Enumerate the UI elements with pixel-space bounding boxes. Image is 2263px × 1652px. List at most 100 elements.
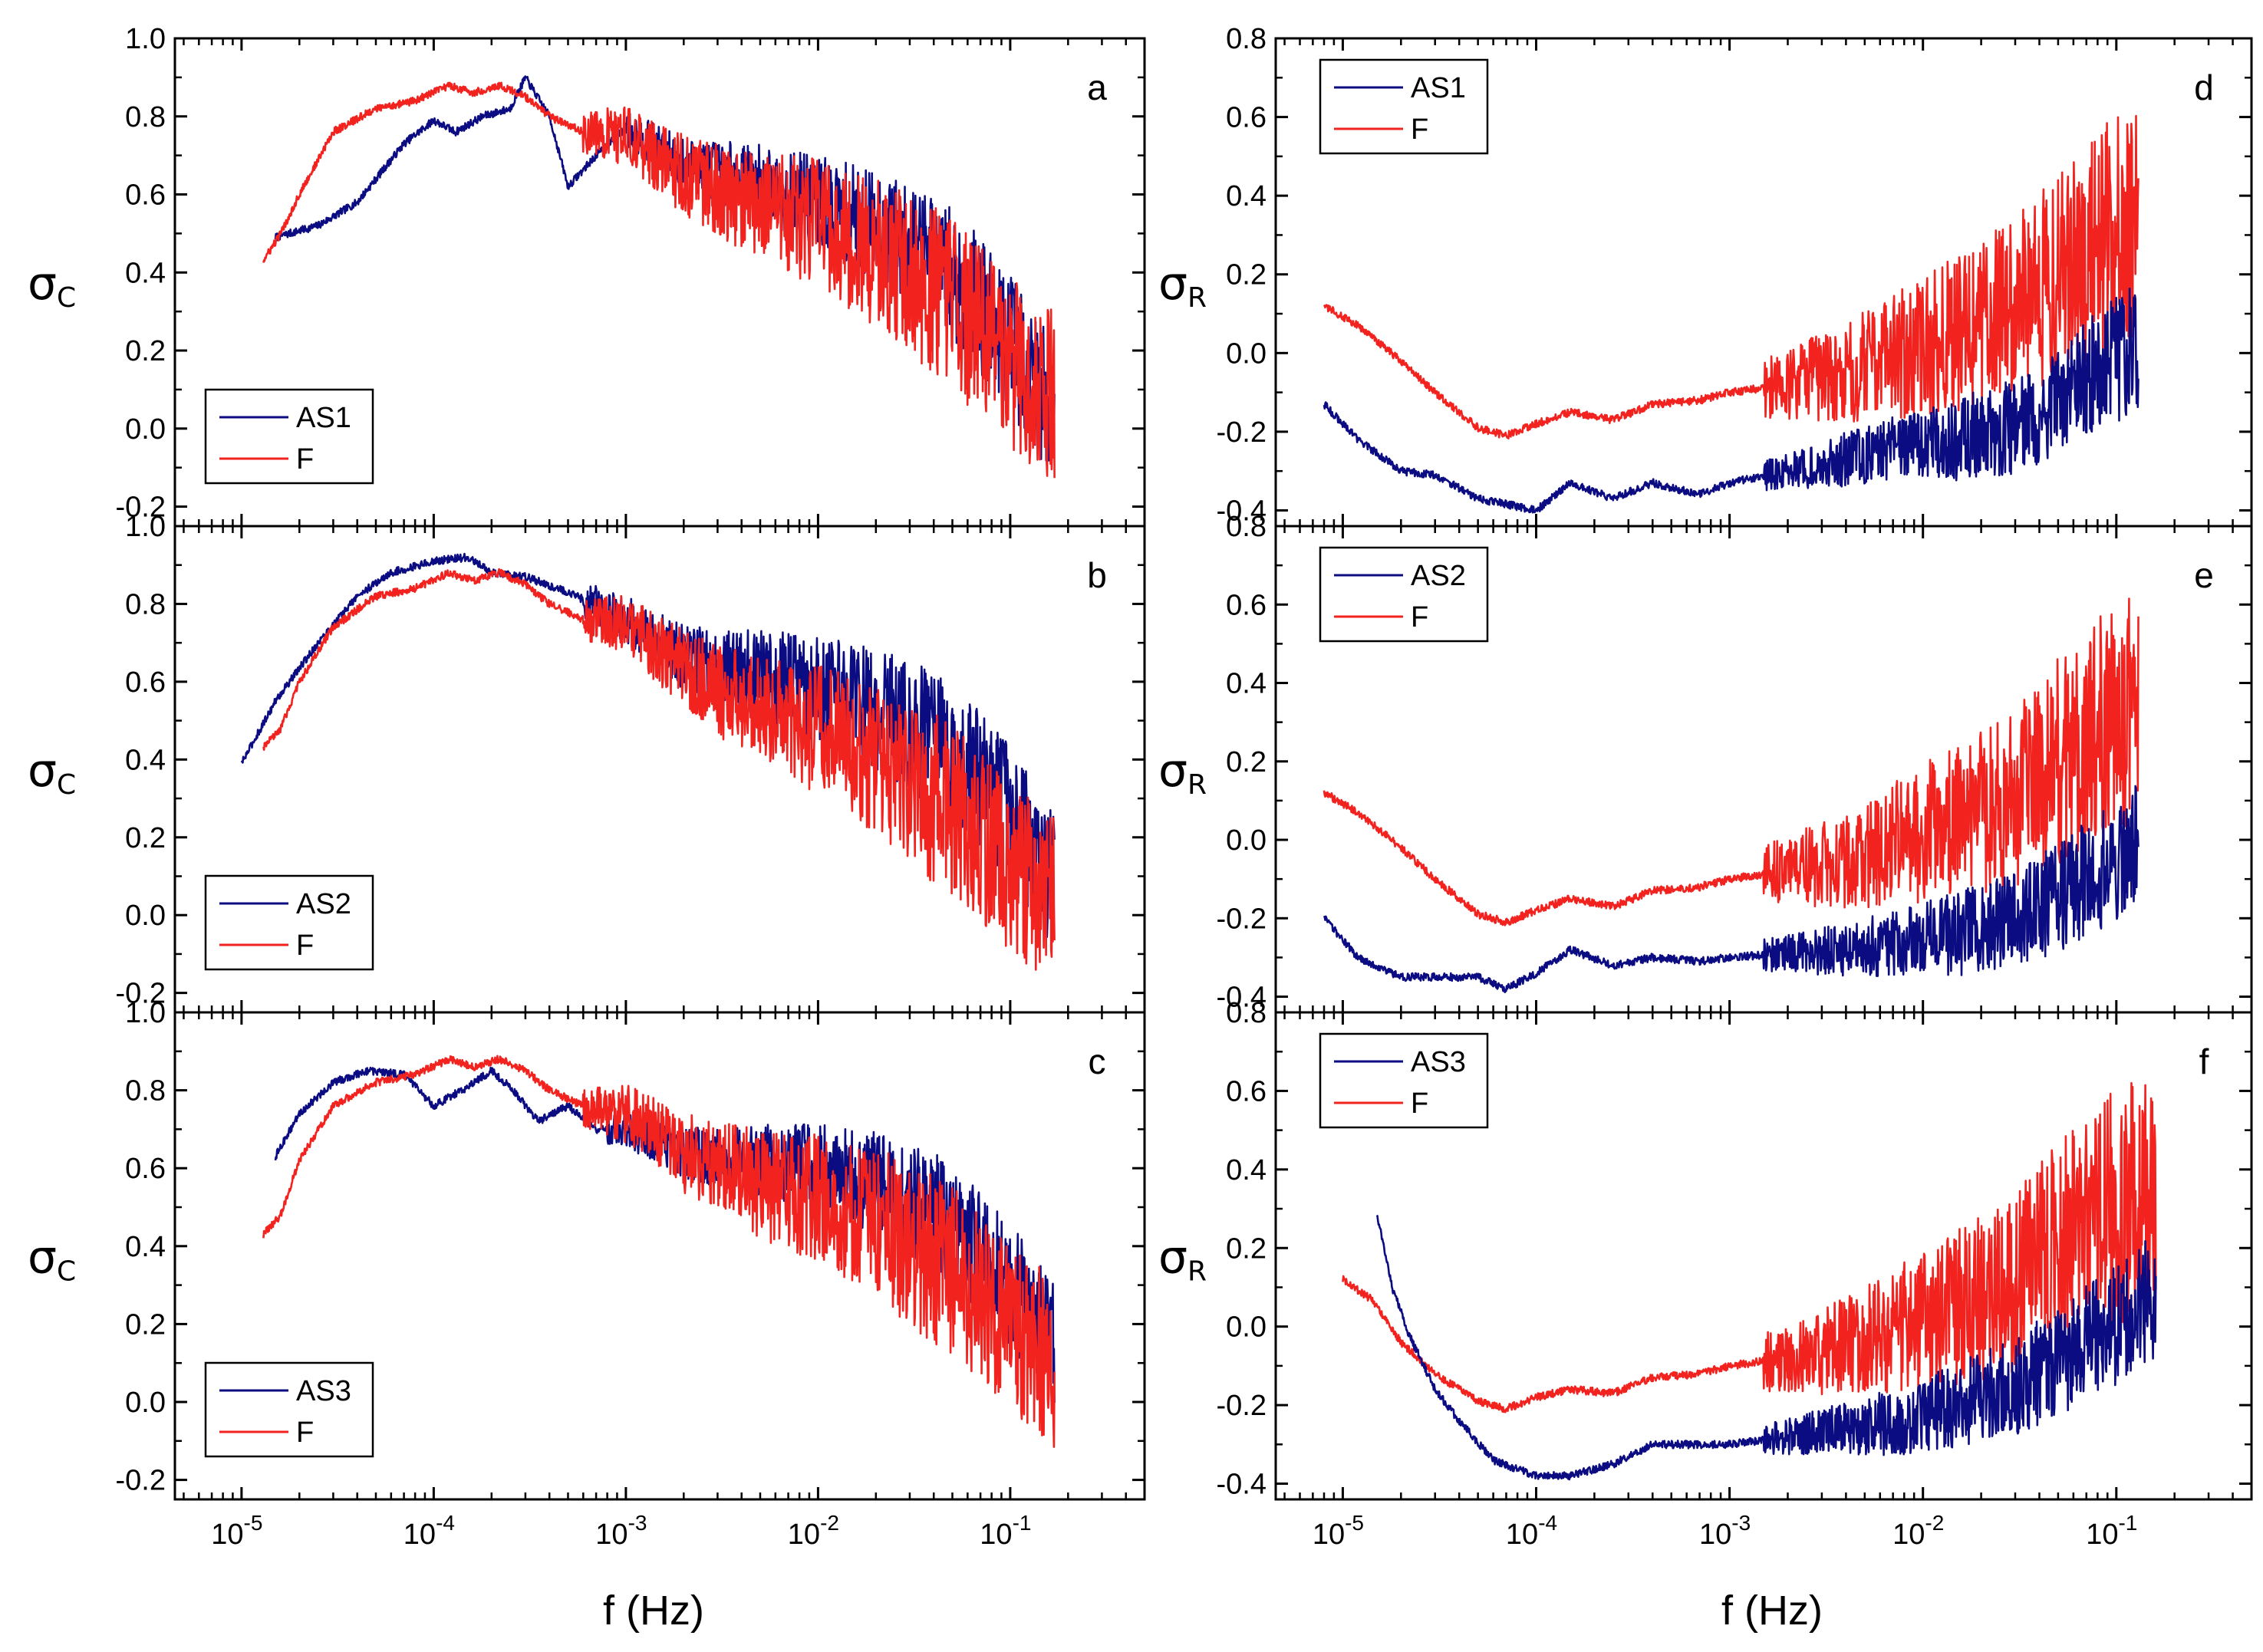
plot-area-c xyxy=(262,1055,1056,1448)
x-tick-label-c: 10-1 xyxy=(980,1511,1031,1551)
legend-label-f: F xyxy=(1411,1088,1428,1120)
plot-area-d xyxy=(1323,114,2139,514)
series-as3-f xyxy=(1375,1214,2157,1481)
y-tick-label-a: 0.4 xyxy=(125,257,166,289)
legend-label-f: F xyxy=(1411,601,1428,633)
y-tick-label-f: 0.8 xyxy=(1226,997,1267,1029)
x-tick-label-f: 10-1 xyxy=(2086,1511,2137,1551)
panel-letter-f: f xyxy=(2199,1042,2209,1081)
y-tick-label-e: 0.2 xyxy=(1226,746,1267,778)
x-tick-label-f: 10-4 xyxy=(1506,1511,1557,1551)
legend-box-d xyxy=(1319,58,1489,155)
panel-letter-d: d xyxy=(2194,67,2214,107)
y-tick-label-e: 0.6 xyxy=(1226,589,1267,621)
y-tick-label-d: 0.0 xyxy=(1226,337,1267,370)
legend-f: AS3 F xyxy=(1319,1032,1489,1129)
legend-box-e xyxy=(1319,546,1489,643)
x-tick-label-c: 10-3 xyxy=(595,1511,647,1551)
y-tick-label-e: 0.4 xyxy=(1226,668,1267,700)
panel-f: -0.4 -0.2 0.0 0.2 0.4 0.6 0.8 10-5 10-4 10-3 10-2 1… xyxy=(1158,997,2253,1551)
y-tick-label-c: 0.6 xyxy=(125,1153,166,1185)
panel-letter-b: b xyxy=(1087,555,1107,595)
y-tick-label-b: 0.6 xyxy=(125,666,166,699)
legend-box-b xyxy=(204,874,374,971)
x-tick-label-f: 10-5 xyxy=(1313,1511,1364,1551)
panel-letter-a: a xyxy=(1087,67,1107,107)
legend-label-f: F xyxy=(296,1417,314,1449)
y-tick-label-c: 0.2 xyxy=(125,1308,166,1341)
panel-e: -0.4 -0.2 0.0 0.2 0.4 0.6 0.8 σR e AS2 F xyxy=(1158,511,2253,1014)
y-axis-title-a: σC xyxy=(28,257,76,314)
series-f-e xyxy=(1323,597,2139,926)
legend-label-as2: AS2 xyxy=(296,888,351,920)
y-tick-label-c: 0.4 xyxy=(125,1231,166,1263)
y-tick-label-c: 1.0 xyxy=(125,997,166,1029)
series-f-f xyxy=(1342,1081,2157,1413)
legend-label-f: F xyxy=(1411,114,1428,146)
y-tick-label-e: 0.0 xyxy=(1226,824,1267,857)
plot-area-f xyxy=(1342,1081,2157,1481)
panel-a: -0.2 0.0 0.2 0.4 0.6 0.8 1.0 σC a AS1 F xyxy=(28,23,1146,528)
panel-letter-c: c xyxy=(1089,1042,1106,1081)
y-tick-label-d: 0.6 xyxy=(1226,102,1267,134)
y-tick-label-d: -0.2 xyxy=(1217,416,1267,449)
legend-a: AS1 F xyxy=(204,388,374,485)
y-tick-label-b: -0.2 xyxy=(116,978,166,1010)
y-tick-label-e: 0.8 xyxy=(1226,511,1267,543)
y-tick-label-d: 0.2 xyxy=(1226,259,1267,291)
panels: -0.2 0.0 0.2 0.4 0.6 0.8 1.0 σC a AS1 F -0.2 0.0 0.2 0… xyxy=(28,23,2253,1551)
y-axis-title-f: σR xyxy=(1158,1231,1207,1288)
legend-label-as1: AS1 xyxy=(1411,72,1466,104)
series-f-c xyxy=(262,1055,1056,1448)
y-tick-label-e: -0.2 xyxy=(1217,903,1267,935)
x-axis-title-right: f (Hz) xyxy=(1721,1588,1823,1634)
y-tick-label-a: 0.0 xyxy=(125,413,166,446)
y-tick-label-a: 1.0 xyxy=(125,23,166,55)
y-tick-label-c: 0.0 xyxy=(125,1387,166,1419)
y-tick-label-a: 0.8 xyxy=(125,101,166,133)
plot-area-a xyxy=(262,75,1056,479)
legend-label-f: F xyxy=(296,443,314,476)
y-axis-title-b: σC xyxy=(28,744,76,801)
x-tick-label-c: 10-5 xyxy=(211,1511,262,1551)
y-tick-label-c: -0.2 xyxy=(116,1465,166,1497)
y-tick-label-b: 0.4 xyxy=(125,744,166,776)
y-tick-label-f: 0.0 xyxy=(1226,1311,1267,1344)
y-tick-label-b: 0.0 xyxy=(125,900,166,932)
panel-c: -0.2 0.0 0.2 0.4 0.6 0.8 1.0 10-5 10-4 10-3 10-2 10… xyxy=(28,997,1146,1551)
plot-area-b xyxy=(240,552,1056,971)
y-axis-title-d: σR xyxy=(1158,257,1207,314)
y-tick-label-b: 0.2 xyxy=(125,822,166,854)
legend-label-f: F xyxy=(296,930,314,962)
y-tick-label-a: -0.2 xyxy=(116,492,166,524)
y-tick-label-d: 0.8 xyxy=(1226,23,1267,55)
y-axis-title-e: σR xyxy=(1158,744,1207,801)
y-tick-label-f: 0.2 xyxy=(1226,1232,1267,1265)
x-tick-label-c: 10-4 xyxy=(404,1511,455,1551)
series-f-b xyxy=(262,568,1056,971)
x-tick-label-f: 10-3 xyxy=(1699,1511,1751,1551)
y-tick-label-b: 0.8 xyxy=(125,588,166,620)
y-tick-label-c: 0.8 xyxy=(125,1075,166,1107)
legend-box-f xyxy=(1319,1032,1489,1129)
series-as2-e xyxy=(1323,785,2139,993)
x-axis-title-left: f (Hz) xyxy=(603,1588,704,1634)
legend-box-c xyxy=(204,1361,374,1458)
y-tick-label-f: -0.4 xyxy=(1217,1469,1267,1501)
plot-area-e xyxy=(1323,597,2139,993)
y-tick-label-d: -0.4 xyxy=(1217,495,1267,527)
series-as1-d xyxy=(1323,288,2139,514)
legend-d: AS1 F xyxy=(1319,58,1489,155)
y-tick-label-f: 0.6 xyxy=(1226,1075,1267,1107)
legend-box-a xyxy=(204,388,374,485)
y-axis-title-c: σC xyxy=(28,1231,76,1288)
legend-label-as3: AS3 xyxy=(1411,1046,1466,1078)
y-tick-label-d: 0.4 xyxy=(1226,180,1267,212)
x-tick-label-f: 10-2 xyxy=(1892,1511,1944,1551)
panel-letter-e: e xyxy=(2194,555,2214,595)
legend-c: AS3 F xyxy=(204,1361,374,1458)
axes-frame-f xyxy=(1274,1011,2253,1501)
legend-b: AS2 F xyxy=(204,874,374,971)
series-f-d xyxy=(1323,114,2139,439)
